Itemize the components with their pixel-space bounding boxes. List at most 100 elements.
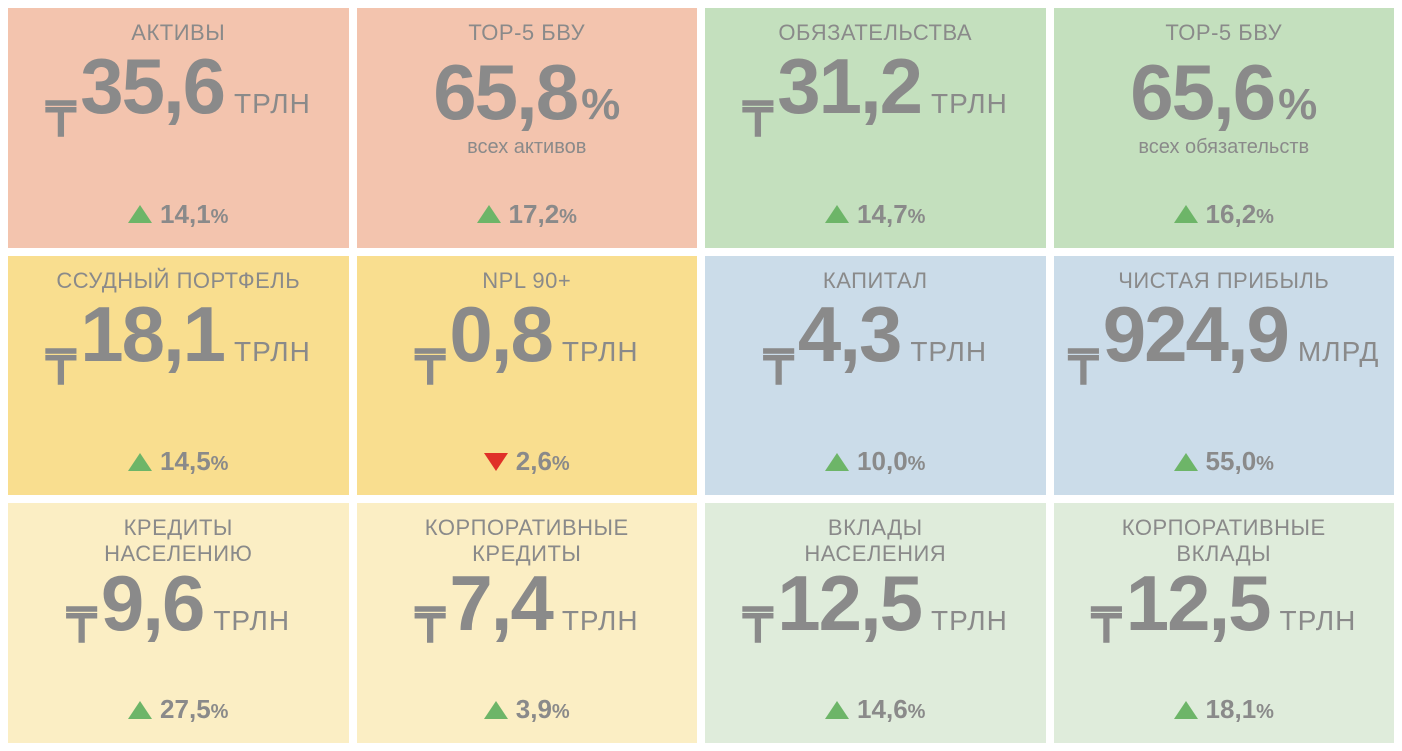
value-row: ₸ 4,3 ТРЛН: [763, 299, 987, 446]
triangle-up-icon: [825, 453, 849, 471]
big-value: 65,6: [1130, 57, 1274, 127]
big-value: 18,1: [80, 299, 224, 369]
value-row: ₸ 7,4 ТРЛН: [415, 568, 639, 694]
change-row: 18,1%: [1174, 694, 1274, 725]
change-row: 14,1%: [128, 199, 228, 230]
change-row: 16,2%: [1174, 199, 1274, 230]
triangle-up-icon: [1174, 701, 1198, 719]
change-value: 18,1%: [1206, 694, 1274, 725]
value-row: ₸ 12,5 ТРЛН: [1091, 568, 1356, 694]
value-row: ₸ 924,9 МЛРД: [1068, 299, 1379, 446]
change-row: 10,0%: [825, 446, 925, 477]
change-row: 17,2%: [477, 199, 577, 230]
triangle-up-icon: [128, 453, 152, 471]
change-row: 55,0%: [1174, 446, 1274, 477]
title-line1: КРЕДИТЫ: [124, 515, 233, 540]
unit-label: ТРЛН: [234, 88, 311, 120]
unit-label: ТРЛН: [234, 336, 311, 368]
card-retail-loans: КРЕДИТЫ НАСЕЛЕНИЮ ₸ 9,6 ТРЛН 27,5%: [8, 503, 349, 743]
unit-label: ТРЛН: [931, 605, 1008, 637]
unit-label: ТРЛН: [562, 336, 639, 368]
value-row: ₸ 9,6 ТРЛН: [66, 568, 290, 694]
value-row: ₸ 12,5 ТРЛН: [743, 568, 1008, 694]
card-title: ТОР-5 БВУ: [1165, 20, 1282, 45]
change-value: 17,2%: [509, 199, 577, 230]
change-row: 27,5%: [128, 694, 228, 725]
unit-label: ТРЛН: [931, 88, 1008, 120]
card-capital: КАПИТАЛ ₸ 4,3 ТРЛН 10,0%: [705, 256, 1046, 496]
triangle-up-icon: [128, 701, 152, 719]
value-row: ₸ 18,1 ТРЛН: [46, 299, 311, 446]
triangle-down-icon: [484, 453, 508, 471]
big-value: 31,2: [777, 51, 921, 121]
currency-symbol: ₸: [415, 603, 446, 651]
triangle-up-icon: [484, 701, 508, 719]
value-row: ₸ 0,8 ТРЛН: [415, 299, 639, 446]
change-row: 2,6%: [484, 446, 570, 477]
value-row: ₸ 31,2 ТРЛН: [743, 51, 1008, 198]
currency-symbol: ₸: [1091, 603, 1122, 651]
change-value: 14,1%: [160, 199, 228, 230]
percent-sign: %: [581, 80, 620, 130]
card-loan-portfolio: ССУДНЫЙ ПОРТФЕЛЬ ₸ 18,1 ТРЛН 14,5%: [8, 256, 349, 496]
triangle-up-icon: [477, 205, 501, 223]
big-value: 0,8: [449, 299, 551, 369]
card-npl90: NPL 90+ ₸ 0,8 ТРЛН 2,6%: [357, 256, 698, 496]
unit-label: ТРЛН: [213, 605, 290, 637]
big-value: 9,6: [101, 568, 203, 638]
big-value: 7,4: [449, 568, 551, 638]
card-top5-assets: ТОР-5 БВУ 65,8% всех активов 17,2%: [357, 8, 698, 248]
change-value: 2,6%: [516, 446, 570, 477]
card-subtitle: всех обязательств: [1138, 136, 1309, 159]
card-title: ТОР-5 БВУ: [468, 20, 585, 45]
change-row: 14,7%: [825, 199, 925, 230]
change-value: 14,7%: [857, 199, 925, 230]
unit-label: ТРЛН: [562, 605, 639, 637]
card-assets: АКТИВЫ ₸ 35,6 ТРЛН 14,1%: [8, 8, 349, 248]
currency-symbol: ₸: [46, 345, 77, 393]
change-value: 27,5%: [160, 694, 228, 725]
value-row: ₸ 35,6 ТРЛН: [46, 51, 311, 198]
change-value: 3,9%: [516, 694, 570, 725]
currency-symbol: ₸: [743, 603, 774, 651]
currency-symbol: ₸: [763, 345, 794, 393]
change-value: 55,0%: [1206, 446, 1274, 477]
big-value: 12,5: [777, 568, 921, 638]
card-corp-deposits: КОРПОРАТИВНЫЕ ВКЛАДЫ ₸ 12,5 ТРЛН 18,1%: [1054, 503, 1395, 743]
big-value: 4,3: [798, 299, 900, 369]
card-liabilities: ОБЯЗАТЕЛЬСТВА ₸ 31,2 ТРЛН 14,7%: [705, 8, 1046, 248]
change-value: 14,6%: [857, 694, 925, 725]
change-row: 3,9%: [484, 694, 570, 725]
currency-symbol: ₸: [415, 345, 446, 393]
triangle-up-icon: [1174, 205, 1198, 223]
unit-label: ТРЛН: [910, 336, 987, 368]
change-row: 14,5%: [128, 446, 228, 477]
card-net-profit: ЧИСТАЯ ПРИБЫЛЬ ₸ 924,9 МЛРД 55,0%: [1054, 256, 1395, 496]
change-value: 10,0%: [857, 446, 925, 477]
title-line1: ВКЛАДЫ: [828, 515, 923, 540]
big-value: 12,5: [1126, 568, 1270, 638]
card-subtitle: всех активов: [467, 136, 586, 159]
title-line1: КОРПОРАТИВНЫЕ: [425, 515, 629, 540]
triangle-up-icon: [1174, 453, 1198, 471]
big-value: 65,8: [433, 57, 577, 127]
card-corp-loans: КОРПОРАТИВНЫЕ КРЕДИТЫ ₸ 7,4 ТРЛН 3,9%: [357, 503, 698, 743]
kpi-grid: АКТИВЫ ₸ 35,6 ТРЛН 14,1% ТОР-5 БВУ 65,8%…: [8, 8, 1394, 743]
value-row: 65,8%: [433, 57, 620, 130]
triangle-up-icon: [825, 205, 849, 223]
triangle-up-icon: [825, 701, 849, 719]
title-line1: КОРПОРАТИВНЫЕ: [1122, 515, 1326, 540]
unit-label: МЛРД: [1298, 336, 1379, 368]
currency-symbol: ₸: [1068, 345, 1099, 393]
currency-symbol: ₸: [46, 97, 77, 145]
currency-symbol: ₸: [66, 603, 97, 651]
big-value: 35,6: [80, 51, 224, 121]
currency-symbol: ₸: [743, 97, 774, 145]
unit-label: ТРЛН: [1280, 605, 1357, 637]
big-value: 924,9: [1103, 299, 1288, 369]
change-row: 14,6%: [825, 694, 925, 725]
card-retail-deposits: ВКЛАДЫ НАСЕЛЕНИЯ ₸ 12,5 ТРЛН 14,6%: [705, 503, 1046, 743]
percent-sign: %: [1278, 80, 1317, 130]
change-value: 16,2%: [1206, 199, 1274, 230]
card-top5-liabilities: ТОР-5 БВУ 65,6% всех обязательств 16,2%: [1054, 8, 1395, 248]
